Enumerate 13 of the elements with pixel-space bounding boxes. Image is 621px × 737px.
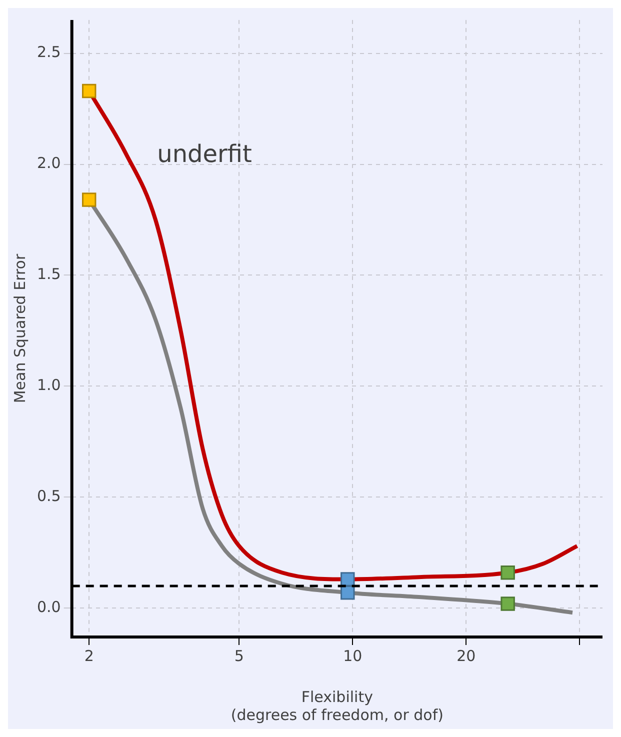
- y-tick-label: 2.5: [36, 43, 61, 62]
- y-tick-label: 2.0: [36, 154, 61, 172]
- x-tick-label: 2: [84, 646, 94, 665]
- y-tick-label: 1.0: [36, 376, 61, 394]
- y-tick-label: 1.5: [36, 265, 61, 284]
- y-tick-label: 0.5: [36, 487, 61, 506]
- x-tick-label: 10: [343, 646, 362, 665]
- x-tick-label: 5: [234, 646, 244, 665]
- y-axis-title: Mean Squared Error: [10, 253, 29, 404]
- x-tick-label: 20: [456, 646, 476, 665]
- y-tick-label: 0.0: [36, 598, 61, 616]
- annotation: underfit: [157, 140, 252, 168]
- x-axis-title: Flexibility (degrees of freedom, or dof): [230, 688, 444, 724]
